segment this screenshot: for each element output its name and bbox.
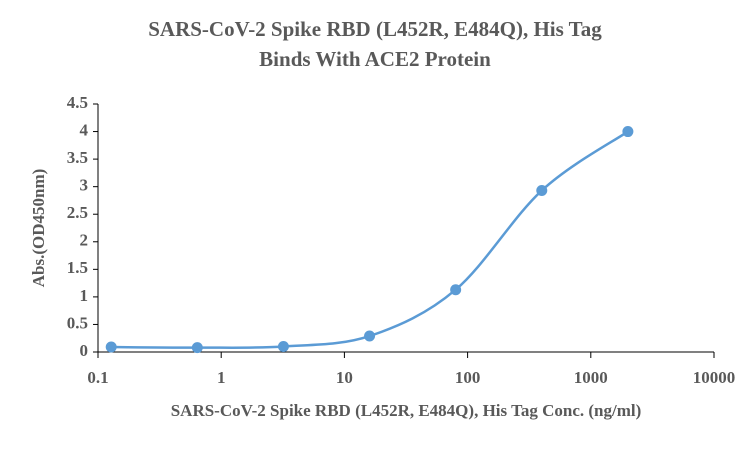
x-tick-label: 1 xyxy=(217,368,226,387)
x-tick-label: 10000 xyxy=(693,368,736,387)
y-tick-label: 4.5 xyxy=(67,93,88,112)
x-tick-label: 100 xyxy=(455,368,481,387)
y-tick-label: 1 xyxy=(80,286,89,305)
y-tick-label: 0.5 xyxy=(67,313,88,332)
point xyxy=(450,284,462,296)
point xyxy=(105,341,117,353)
y-tick-label: 4 xyxy=(80,120,89,139)
y-tick-label: 3.5 xyxy=(67,148,88,167)
y-tick-label: 2 xyxy=(80,231,89,250)
chart-title: Binds With ACE2 Protein xyxy=(259,47,491,71)
y-tick-label: 3 xyxy=(80,176,89,195)
y-tick-label: 0 xyxy=(80,341,89,360)
chart-title: SARS-CoV-2 Spike RBD (L452R, E484Q), His… xyxy=(148,17,602,41)
point xyxy=(536,185,548,197)
y-axis-label: Abs.(OD450nm) xyxy=(29,169,48,288)
point xyxy=(277,340,289,352)
y-tick-label: 2.5 xyxy=(67,203,88,222)
y-tick-label: 1.5 xyxy=(67,258,88,277)
x-tick-label: 1000 xyxy=(574,368,608,387)
x-tick-label: 10 xyxy=(336,368,353,387)
x-axis-label: SARS-CoV-2 Spike RBD (L452R, E484Q), His… xyxy=(171,401,642,420)
point xyxy=(191,342,203,354)
curve xyxy=(111,130,629,349)
point xyxy=(364,330,376,342)
point xyxy=(622,126,634,138)
x-tick-label: 0.1 xyxy=(87,368,108,387)
